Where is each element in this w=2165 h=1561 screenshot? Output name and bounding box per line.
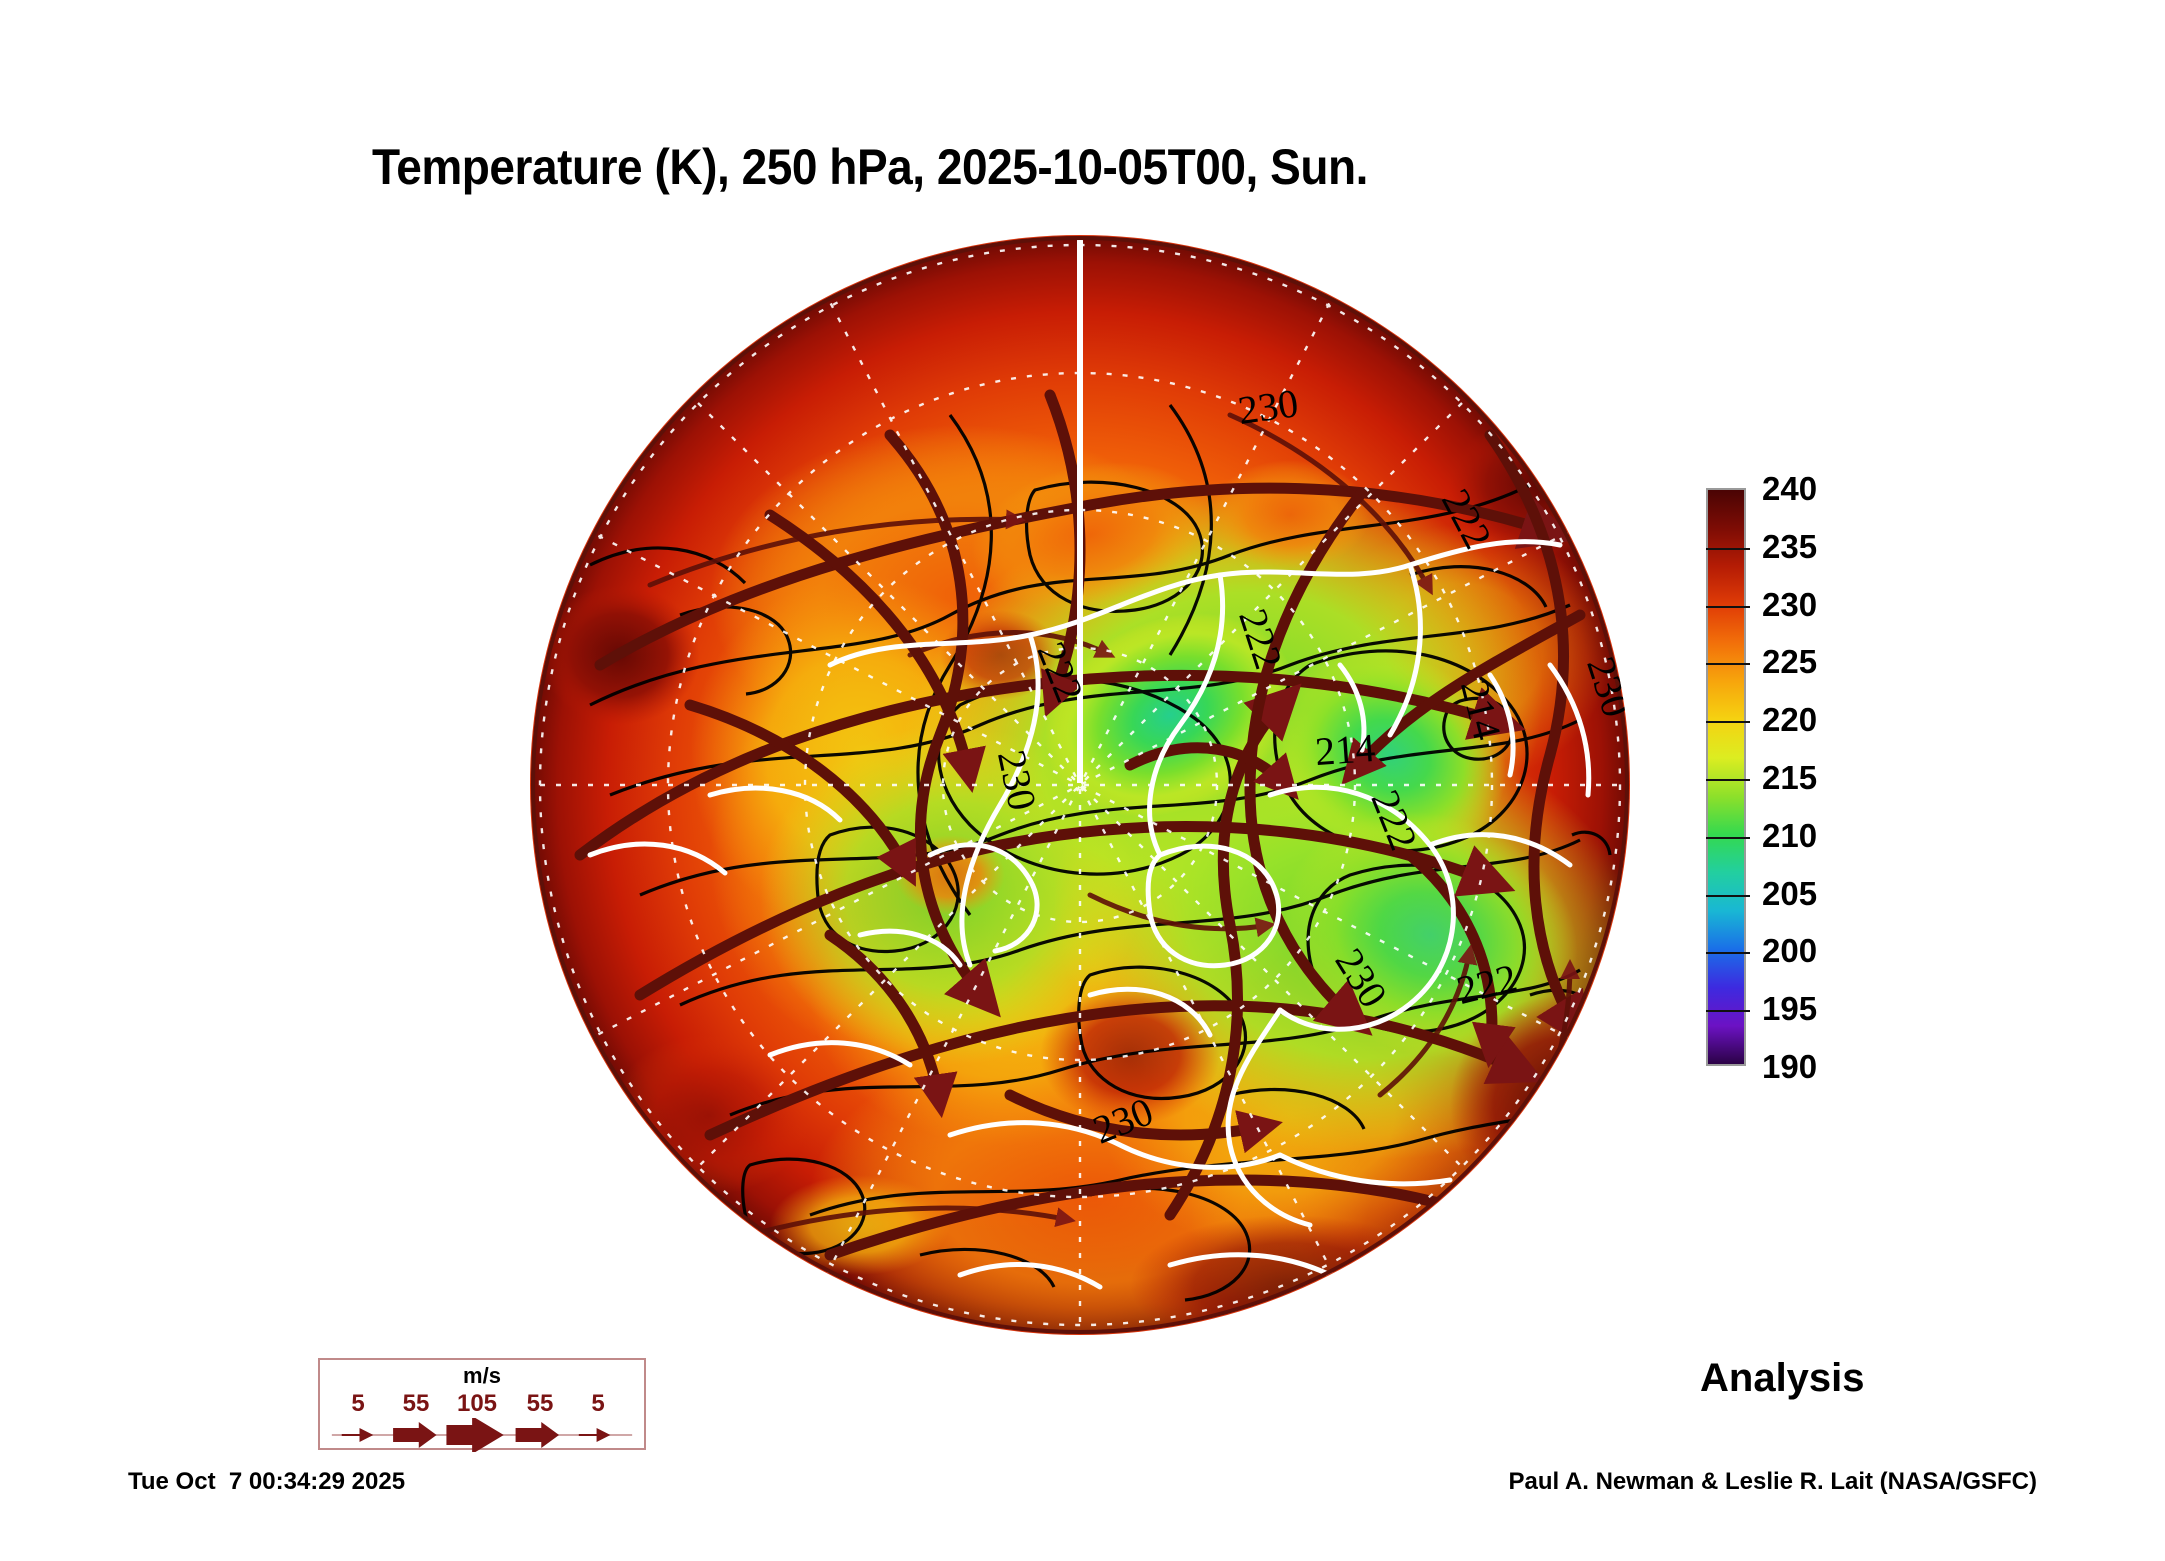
colorbar-tick: [1706, 836, 1750, 839]
colorbar-tick-labels: 240 235 230 225 220 215 210 205 200 195 190: [1762, 470, 1882, 1090]
contour-label: 230: [1235, 380, 1301, 433]
wind-legend-value: 55: [402, 1390, 430, 1417]
colorbar-tick-label: 230: [1762, 585, 1818, 623]
page-title: Temperature (K), 250 hPa, 2025-10-05T00,…: [372, 139, 1368, 195]
colorbar-tick: [1706, 1010, 1750, 1013]
colorbar-tick-label: 220: [1762, 701, 1818, 739]
wind-legend-units: m/s: [463, 1363, 501, 1388]
colorbar: [1706, 488, 1750, 1066]
wind-legend-value: 105: [456, 1390, 498, 1417]
colorbar-tick-label: 205: [1762, 874, 1818, 912]
colorbar-gradient: [1708, 490, 1744, 1064]
colorbar-tick-label: 235: [1762, 527, 1818, 565]
coastlines: [587, 539, 1592, 1290]
colorbar-tick-label: 210: [1762, 816, 1818, 854]
colorbar-tick: [1706, 894, 1750, 897]
generation-timestamp: Tue Oct 7 00:34:29 2025: [128, 1468, 406, 1495]
wind-legend-value: 5: [591, 1390, 605, 1417]
contour-label: 214: [1314, 725, 1377, 774]
wind-legend-value: 5: [351, 1390, 365, 1417]
polar-map: 230 222 222 222 230 214 214 230 222 230 222 230: [530, 235, 1630, 1335]
author-credit: Paul A. Newman & Leslie R. Lait (NASA/GS…: [1508, 1468, 2037, 1495]
colorbar-tick: [1706, 663, 1750, 666]
colorbar-tick: [1706, 547, 1750, 550]
wind-legend-value: 55: [526, 1390, 554, 1417]
analysis-label: Analysis: [1700, 1356, 1865, 1400]
globe-outline: [531, 236, 1629, 1334]
colorbar-tick-label: 225: [1762, 643, 1818, 681]
colorbar-tick-label: 195: [1762, 990, 1818, 1028]
colorbar-tick: [1706, 721, 1750, 724]
wind-speed-legend: m/s 5 55 105 55 5: [318, 1358, 646, 1452]
wind-legend-values: 5 55 105 55 5: [320, 1390, 644, 1417]
colorbar-tick-label: 240: [1762, 470, 1818, 507]
colorbar-tick: [1706, 605, 1750, 608]
colorbar-tick-label: 200: [1762, 932, 1818, 970]
colorbar-tick-label: 215: [1762, 759, 1818, 796]
wind-legend-arrows: [331, 1418, 633, 1452]
globe-disc: 230 222 222 222 230 214 214 230 222 230 222 230: [530, 235, 1630, 1335]
colorbar-tick: [1706, 952, 1750, 955]
colorbar-tick: [1706, 779, 1750, 781]
colorbar-tick-label: 190: [1762, 1048, 1818, 1085]
